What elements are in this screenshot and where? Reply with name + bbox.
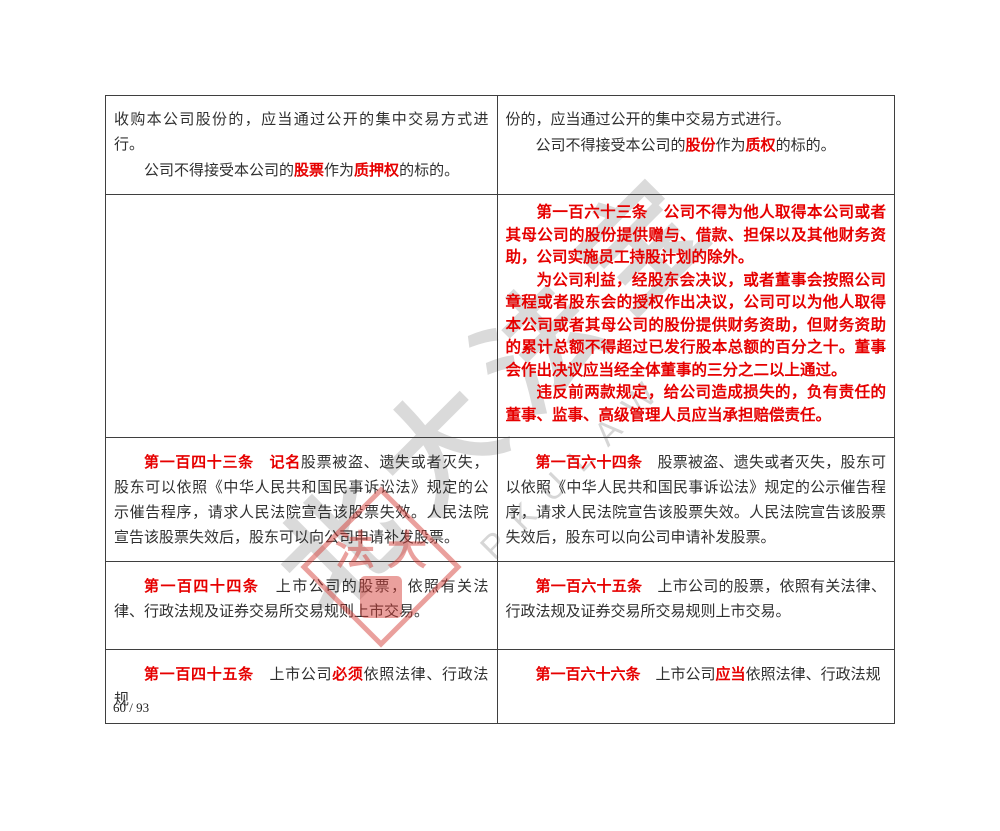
body-text: 公司不得接受本公司的 [144, 163, 295, 179]
changed-text: 必须 [332, 666, 364, 683]
changed-text: 应当 [715, 666, 746, 683]
body-text [254, 667, 270, 683]
paragraph: 第一百四十三条 记名股票被盗、遗失或者灭失，股东可以依照《中华人民共和国民事诉讼… [114, 450, 489, 551]
paragraph: 公司不得接受本公司的股份作为质权的标的。 [506, 133, 887, 159]
changed-text: 第一百六十六条 [535, 666, 641, 683]
changed-text: 违反前两款规定，给公司造成损失的，负有责任的董事、监事、高级管理人员应当承担赔偿… [505, 384, 887, 424]
changed-text: 股票 [294, 162, 325, 179]
changed-text: 第一百六十五条 [535, 578, 643, 595]
table-cell-left [106, 195, 498, 437]
body-text: 上市公司 [269, 667, 333, 683]
body-text [641, 667, 656, 683]
changed-text: 股份 [685, 137, 716, 154]
table-cell-right: 第一百六十三条 公司不得为他人取得本公司或者其母公司的股份提供赠与、借款、担保以… [498, 195, 895, 437]
table-cell-left: 第一百四十三条 记名股票被盗、遗失或者灭失，股东可以依照《中华人民共和国民事诉讼… [106, 438, 498, 561]
table-row: 第一百四十四条 上市公司的股票，依照有关法律、行政法规及证券交易所交易规则上市交… [106, 562, 894, 650]
body-text [259, 579, 275, 595]
paragraph: 收购本公司股份的，应当通过公开的集中交易方式进行。 [114, 108, 489, 158]
changed-text: 质权 [745, 137, 776, 154]
body-text: 作为 [715, 138, 746, 154]
paragraph: 违反前两款规定，给公司造成损失的，负有责任的董事、监事、高级管理人员应当承担赔偿… [506, 382, 887, 427]
paragraph: 第一百六十三条 公司不得为他人取得本公司或者其母公司的股份提供赠与、借款、担保以… [506, 202, 887, 270]
body-text: 收购本公司股份的，应当通过公开的集中交易方式进行。 [114, 112, 489, 153]
body-text: 作为 [324, 163, 355, 179]
body-text: 股票被盗、遗失或者灭失，股东可以依照《中华人民共和国民事诉讼法》规定的公示催告程… [505, 455, 887, 546]
table-row: 第一百四十五条 上市公司必须依照法律、行政法规 第一百六十六条 上市公司应当依照法… [106, 650, 894, 723]
paragraph: 为公司利益，经股东会决议，或者董事会按照公司章程或者股东会的授权作出决议，公司可… [506, 270, 887, 383]
changed-text: 第一百六十三条 公司不得为他人取得本公司或者其母公司的股份提供赠与、借款、担保以… [505, 204, 887, 266]
body-text: 上市公司 [655, 667, 716, 683]
paragraph: 第一百六十六条 上市公司应当依照法律、行政法规 [506, 662, 887, 688]
table-cell-right: 第一百六十六条 上市公司应当依照法律、行政法规 [498, 650, 895, 723]
body-text [254, 455, 270, 471]
paragraph: 第一百四十五条 上市公司必须依照法律、行政法规 [114, 662, 489, 713]
comparison-table: 收购本公司股份的，应当通过公开的集中交易方式进行。 公司不得接受本公司的股票作为质… [105, 95, 895, 724]
changed-text: 第一百四十三条 [144, 454, 254, 471]
table-cell-right: 第一百六十五条 上市公司的股票，依照有关法律、行政法规及证券交易所交易规则上市交… [498, 562, 895, 649]
table-cell-right: 第一百六十四条 股票被盗、遗失或者灭失，股东可以依照《中华人民共和国民事诉讼法》… [498, 438, 895, 561]
changed-text: 质押权 [354, 162, 400, 179]
body-text [642, 579, 657, 595]
body-text: 依照法律、行政法规 [114, 667, 489, 708]
body-text [642, 455, 657, 471]
page-number: 60 / 93 [113, 700, 150, 715]
paragraph: 第一百四十四条 上市公司的股票，依照有关法律、行政法规及证券交易所交易规则上市交… [114, 574, 489, 625]
changed-text: 第一百四十五条 [144, 666, 254, 683]
body-text: 依照法律、行政法规 [745, 667, 881, 683]
changed-text: 第一百六十四条 [535, 454, 643, 471]
body-text: 的标的。 [775, 138, 836, 154]
paragraph: 公司不得接受本公司的股票作为质押权的标的。 [114, 158, 489, 184]
table-cell-left: 第一百四十五条 上市公司必须依照法律、行政法规 [106, 650, 498, 723]
table-cell-left: 第一百四十四条 上市公司的股票，依照有关法律、行政法规及证券交易所交易规则上市交… [106, 562, 498, 649]
body-text: 份的，应当通过公开的集中交易方式进行。 [505, 112, 791, 128]
paragraph: 第一百六十四条 股票被盗、遗失或者灭失，股东可以依照《中华人民共和国民事诉讼法》… [506, 450, 887, 551]
body-text: 公司不得接受本公司的 [535, 138, 686, 154]
table-row: 第一百六十三条 公司不得为他人取得本公司或者其母公司的股份提供赠与、借款、担保以… [106, 195, 894, 438]
table-cell-left: 收购本公司股份的，应当通过公开的集中交易方式进行。公司不得接受本公司的股票作为质… [106, 96, 498, 194]
table-row: 第一百四十三条 记名股票被盗、遗失或者灭失，股东可以依照《中华人民共和国民事诉讼… [106, 438, 894, 562]
changed-text: 第一百四十四条 [144, 578, 260, 595]
changed-text: 记名 [269, 454, 301, 471]
table-cell-right: 份的，应当通过公开的集中交易方式进行。公司不得接受本公司的股份作为质权的标的。 [498, 96, 895, 194]
body-text: 的标的。 [399, 163, 460, 179]
changed-text: 为公司利益，经股东会决议，或者董事会按照公司章程或者股东会的授权作出决议，公司可… [505, 271, 887, 379]
paragraph: 份的，应当通过公开的集中交易方式进行。 [506, 108, 887, 133]
table-row: 收购本公司股份的，应当通过公开的集中交易方式进行。 公司不得接受本公司的股票作为质… [106, 96, 894, 195]
body-text: 上市公司的股票，依照有关法律、行政法规及证券交易所交易规则上市交易。 [505, 579, 886, 620]
body-text: 股票被盗、遗失或者灭失，股东可以依照《中华人民共和国民事诉讼法》规定的公示催告程… [114, 455, 489, 546]
body-text: 上市公司的股票，依照有关法律、行政法规及证券交易所交易规则上市交易。 [114, 579, 489, 620]
paragraph: 第一百六十五条 上市公司的股票，依照有关法律、行政法规及证券交易所交易规则上市交… [506, 574, 887, 625]
